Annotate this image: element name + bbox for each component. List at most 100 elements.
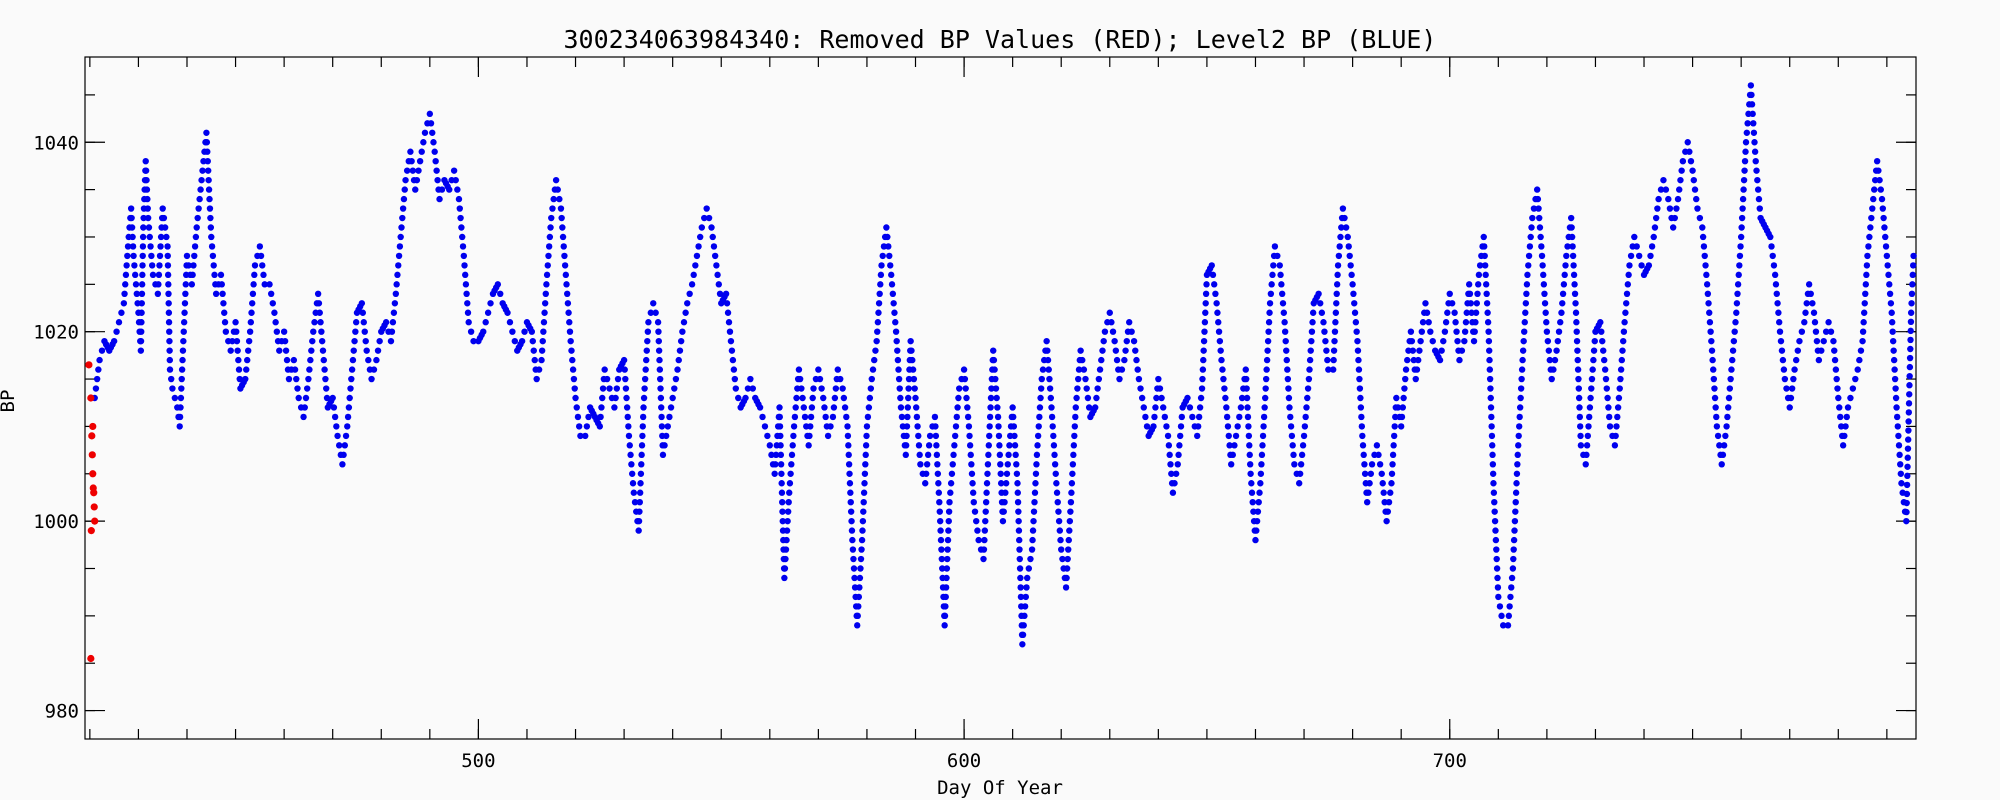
blue-point (1111, 337, 1118, 345)
blue-point (1660, 176, 1667, 184)
blue-point (164, 252, 171, 260)
blue-point (1243, 385, 1250, 392)
blue-point (1036, 404, 1044, 411)
blue-point (1444, 309, 1451, 316)
blue-point (1046, 385, 1054, 392)
blue-point (638, 451, 645, 459)
blue-point (541, 300, 549, 307)
blue-point (1263, 356, 1271, 364)
blue-point (123, 262, 130, 269)
blue-point (1399, 404, 1407, 411)
blue-point (138, 328, 145, 335)
blue-point (969, 489, 977, 496)
blue-point (1488, 423, 1495, 430)
blue-point (535, 366, 543, 373)
blue-point (987, 404, 994, 411)
blue-point (601, 366, 608, 373)
blue-point (248, 309, 255, 316)
blue-point (1514, 461, 1521, 468)
blue-point (1216, 337, 1224, 345)
blue-point (1701, 252, 1708, 260)
blue-point (1094, 385, 1101, 392)
blue-point (1019, 641, 1026, 648)
blue-point (276, 347, 283, 354)
blue-point (480, 328, 487, 335)
blue-point (860, 489, 868, 496)
blue-point (1407, 328, 1415, 335)
blue-point (1199, 366, 1207, 373)
blue-point (1831, 347, 1838, 354)
blue-point (1684, 139, 1691, 146)
blue-point (1775, 309, 1782, 316)
blue-point (1832, 366, 1840, 373)
blue-point (415, 167, 422, 174)
blue-point (715, 281, 723, 288)
blue-point (432, 157, 439, 165)
blue-point (321, 366, 328, 373)
blue-point (841, 404, 849, 411)
blue-point (1056, 527, 1064, 534)
blue-point (926, 432, 934, 440)
blue-point (164, 243, 171, 250)
blue-point (1606, 423, 1614, 430)
blue-point (1597, 319, 1604, 326)
blue-point (1331, 337, 1338, 345)
blue-point (869, 366, 877, 373)
blue-point (1574, 366, 1582, 373)
blue-point (1849, 385, 1857, 392)
blue-point (627, 451, 634, 459)
blue-point (714, 271, 721, 279)
blue-point (1359, 432, 1366, 440)
blue-point (1080, 366, 1088, 373)
blue-point (1262, 375, 1270, 383)
blue-point (1296, 470, 1304, 477)
blue-point (897, 404, 905, 411)
blue-point (206, 195, 213, 203)
blue-point (1274, 252, 1281, 260)
blue-point (772, 461, 779, 468)
blue-point (1603, 385, 1610, 392)
blue-point (1484, 309, 1491, 316)
blue-point (166, 328, 173, 335)
blue-point (1196, 404, 1204, 411)
blue-point (909, 356, 916, 364)
blue-point (1285, 394, 1293, 402)
blue-point (1165, 442, 1173, 449)
blue-point (946, 498, 953, 506)
blue-point (1702, 262, 1709, 269)
blue-point (1740, 176, 1748, 184)
blue-point (955, 394, 962, 402)
red-point (90, 489, 98, 497)
blue-point (830, 404, 838, 411)
blue-point (1071, 423, 1079, 430)
blue-point (1735, 271, 1742, 279)
blue-point (1820, 337, 1827, 345)
blue-point (562, 271, 570, 279)
blue-point (1725, 394, 1733, 402)
blue-point (1706, 309, 1713, 316)
blue-point (798, 385, 805, 392)
blue-point (147, 243, 154, 250)
blue-point (1253, 517, 1261, 525)
blue-point (1892, 394, 1900, 402)
blue-point (1064, 555, 1071, 563)
blue-point (139, 243, 147, 250)
blue-point (1017, 574, 1024, 582)
blue-point (1474, 281, 1482, 288)
blue-point (1870, 195, 1877, 203)
blue-point (658, 423, 666, 430)
blue-point (1522, 300, 1530, 307)
blue-point (1905, 418, 1912, 425)
blue-point (569, 366, 577, 373)
blue-point (462, 281, 470, 288)
blue-point (1863, 271, 1870, 279)
blue-point (219, 290, 226, 298)
blue-point (1494, 584, 1502, 591)
blue-point (725, 319, 733, 326)
blue-point (138, 281, 146, 288)
blue-point (1744, 120, 1751, 127)
blue-point (966, 442, 974, 449)
blue-point (639, 413, 647, 421)
blue-point (1015, 527, 1023, 534)
blue-point (947, 489, 954, 496)
